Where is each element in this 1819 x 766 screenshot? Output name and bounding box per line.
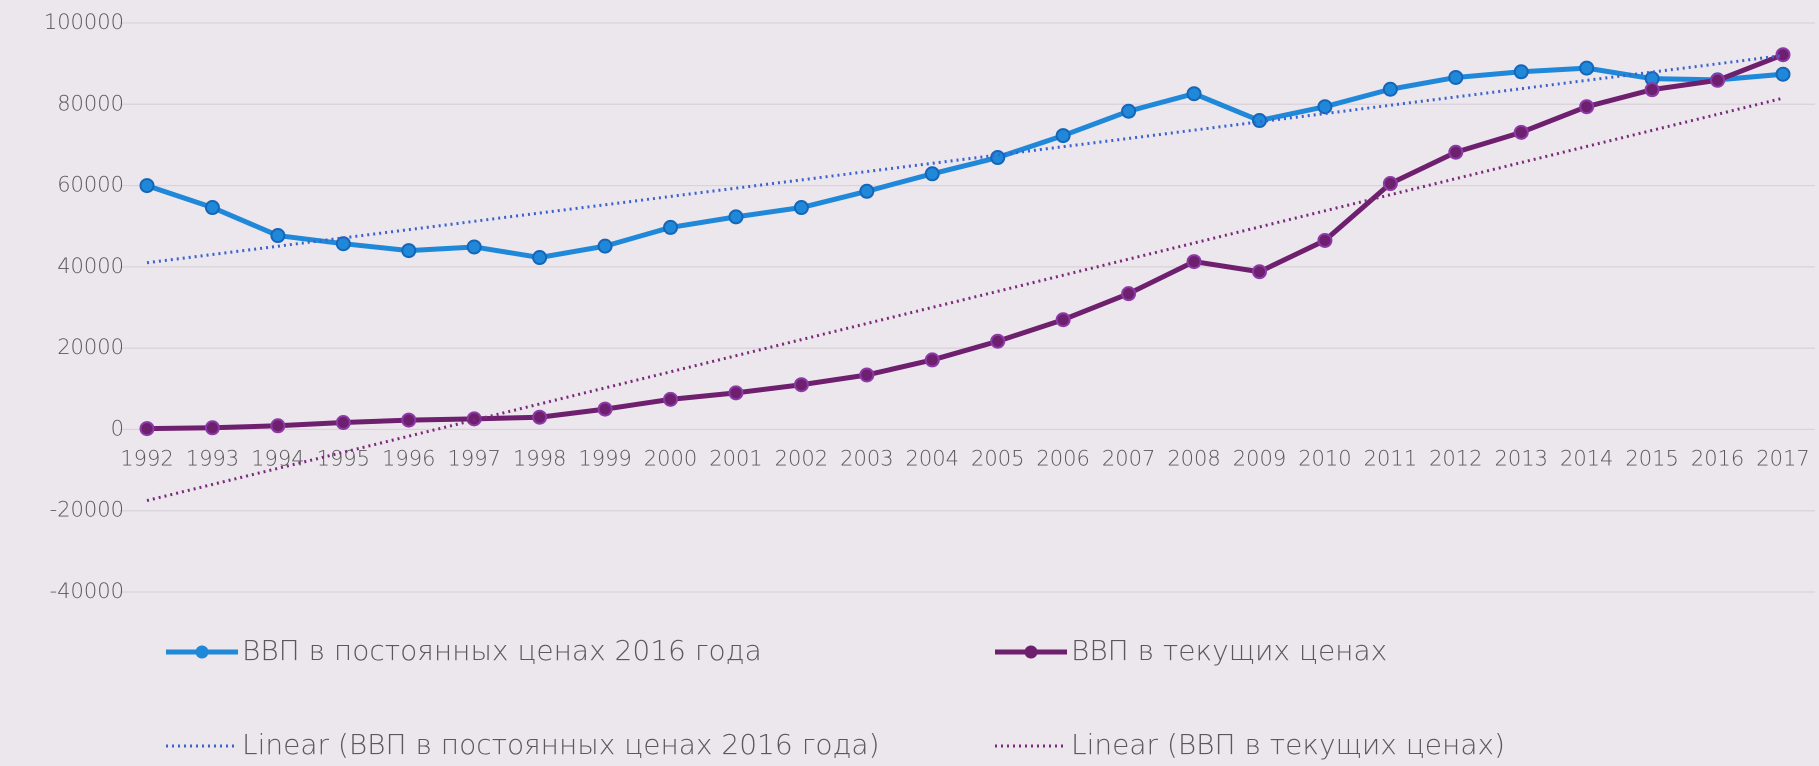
x-tick-label: 2006 <box>1036 446 1089 470</box>
point <box>270 418 286 434</box>
legend-marker <box>195 645 209 659</box>
point <box>532 250 548 266</box>
point <box>990 150 1006 166</box>
point <box>1513 64 1529 80</box>
y-tick-label: 100000 <box>44 10 124 34</box>
x-tick-label: 1997 <box>447 446 500 470</box>
point <box>1579 99 1595 115</box>
point <box>793 200 809 216</box>
x-tick-label: 2016 <box>1691 446 1744 470</box>
x-tick-label: 2015 <box>1625 446 1678 470</box>
point <box>1644 82 1660 98</box>
y-tick-label: 0 <box>111 416 124 440</box>
point <box>663 219 679 235</box>
point <box>532 409 548 425</box>
point <box>1382 81 1398 97</box>
x-tick-label: 1994 <box>251 446 304 470</box>
point <box>204 200 220 216</box>
point <box>1513 124 1529 140</box>
x-tick-label: 2004 <box>906 446 959 470</box>
point <box>990 333 1006 349</box>
x-tick-label: 2014 <box>1560 446 1613 470</box>
x-tick-label: 1996 <box>382 446 435 470</box>
point <box>728 385 744 401</box>
x-tick-label: 2002 <box>775 446 828 470</box>
y-tick-label: 20000 <box>57 335 124 359</box>
x-tick-label: 1998 <box>513 446 566 470</box>
trend-line <box>146 54 1784 265</box>
x-tick-label: 2003 <box>840 446 893 470</box>
point <box>1121 286 1137 302</box>
y-tick-label: 60000 <box>57 173 124 197</box>
point <box>466 239 482 255</box>
point <box>597 238 613 254</box>
point <box>335 236 351 252</box>
point <box>663 391 679 407</box>
point <box>270 228 286 244</box>
point <box>1317 99 1333 115</box>
x-tick-label: 2013 <box>1495 446 1548 470</box>
y-tick-label: -40000 <box>50 579 124 603</box>
x-tick-label: 2010 <box>1298 446 1351 470</box>
point <box>1448 69 1464 85</box>
point <box>139 421 155 437</box>
legend-label: Linear (ВВП в текущих ценах) <box>1071 728 1505 761</box>
point <box>1448 144 1464 160</box>
legend-marker <box>1024 645 1038 659</box>
point <box>859 183 875 199</box>
point <box>597 401 613 417</box>
x-tick-label: 1992 <box>120 446 173 470</box>
x-tick-label: 2000 <box>644 446 697 470</box>
x-tick-label: 2011 <box>1364 446 1417 470</box>
legend-label: ВВП в постоянных ценах 2016 года <box>242 634 762 667</box>
point <box>924 352 940 368</box>
x-tick-label: 1993 <box>186 446 239 470</box>
point <box>1186 254 1202 270</box>
point <box>401 243 417 259</box>
trend-line <box>146 96 1784 503</box>
point <box>1382 176 1398 192</box>
x-tick-label: 1995 <box>317 446 370 470</box>
x-tick-label: 2009 <box>1233 446 1286 470</box>
point <box>793 377 809 393</box>
legend-label: ВВП в текущих ценах <box>1071 634 1387 667</box>
x-tick-label: 2007 <box>1102 446 1155 470</box>
point <box>1317 232 1333 248</box>
point <box>1121 103 1137 119</box>
point <box>139 178 155 194</box>
x-tick-label: 2012 <box>1429 446 1482 470</box>
x-tick-label: 2017 <box>1756 446 1809 470</box>
x-tick-label: 2001 <box>709 446 762 470</box>
point <box>1055 128 1071 144</box>
point <box>924 166 940 182</box>
series-line <box>146 52 1784 432</box>
series-line <box>146 65 1784 261</box>
point <box>1251 264 1267 280</box>
x-tick-label: 2008 <box>1167 446 1220 470</box>
legend-label: Linear (ВВП в постоянных ценах 2016 года… <box>242 728 880 761</box>
x-tick-label: 2005 <box>971 446 1024 470</box>
y-tick-label: -20000 <box>50 498 124 522</box>
point <box>1251 113 1267 129</box>
point <box>728 209 744 225</box>
y-tick-label: 80000 <box>57 91 124 115</box>
point <box>1710 72 1726 88</box>
point <box>204 420 220 436</box>
point <box>1775 47 1791 63</box>
point <box>1775 66 1791 82</box>
point <box>1579 60 1595 76</box>
point <box>1055 312 1071 328</box>
point <box>401 412 417 428</box>
point <box>335 415 351 431</box>
point <box>1186 86 1202 102</box>
point <box>859 367 875 383</box>
y-tick-label: 40000 <box>57 254 124 278</box>
x-tick-label: 1999 <box>578 446 631 470</box>
